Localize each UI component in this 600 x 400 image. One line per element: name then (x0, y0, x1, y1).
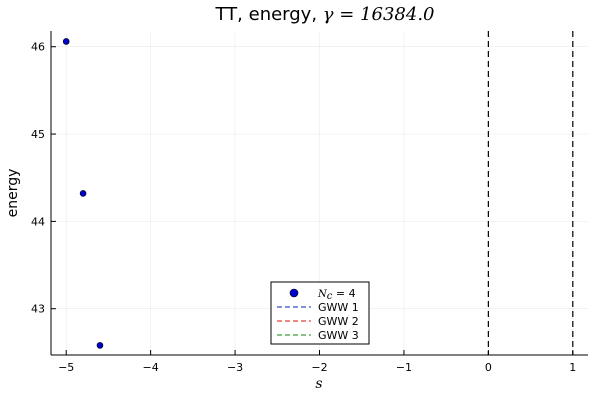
y-tick-label: 44 (31, 215, 45, 228)
legend-marker (289, 288, 299, 298)
legend-box (270, 281, 370, 345)
x-tick-label: 1 (569, 361, 576, 374)
chart-title: TT, energy, γ = 16384.0 (215, 4, 435, 25)
x-axis-label: s (315, 376, 322, 392)
y-ticks: 43 44 45 46 (31, 41, 56, 316)
x-tick-label: 0 (485, 361, 492, 374)
x-tick-label: −5 (58, 361, 74, 374)
y-tick-label: 45 (31, 128, 45, 141)
legend-label: GWW 2 (318, 315, 359, 328)
x-tick-label: −4 (143, 361, 159, 374)
x-tick-label: −1 (396, 361, 412, 374)
data-point (96, 342, 104, 349)
x-tick-label: −3 (227, 361, 243, 374)
y-tick-label: 46 (31, 41, 45, 54)
y-tick-label: 43 (31, 303, 45, 316)
data-point (79, 190, 87, 197)
y-axis-label: energy (5, 169, 21, 218)
data-points (62, 38, 104, 349)
legend-label: GWW 3 (318, 329, 359, 342)
x-tick-label: −2 (311, 361, 327, 374)
legend-label: Nc = 4 (317, 287, 356, 302)
data-point (62, 38, 70, 45)
x-ticks: −5 −4 −3 −2 −1 0 1 (58, 350, 576, 374)
legend-label: GWW 1 (318, 301, 359, 314)
reference-lines (487, 31, 574, 355)
